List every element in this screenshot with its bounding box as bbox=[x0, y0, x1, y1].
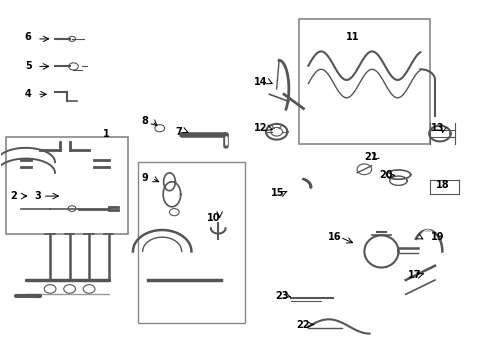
Text: 7: 7 bbox=[176, 127, 183, 137]
Text: 3: 3 bbox=[35, 191, 41, 201]
Text: 20: 20 bbox=[380, 170, 393, 180]
Text: 9: 9 bbox=[142, 173, 148, 183]
Text: 8: 8 bbox=[142, 116, 148, 126]
Text: 10: 10 bbox=[207, 212, 220, 222]
Text: 17: 17 bbox=[408, 270, 421, 280]
Text: 13: 13 bbox=[431, 123, 444, 133]
Text: 18: 18 bbox=[436, 180, 449, 190]
Text: 12: 12 bbox=[254, 123, 268, 133]
Text: 22: 22 bbox=[297, 320, 310, 330]
Text: 2: 2 bbox=[10, 191, 17, 201]
Text: 15: 15 bbox=[271, 188, 285, 198]
Text: 23: 23 bbox=[275, 291, 288, 301]
Text: 11: 11 bbox=[345, 32, 359, 42]
Text: 16: 16 bbox=[328, 232, 342, 242]
Text: 21: 21 bbox=[364, 152, 377, 162]
Text: 14: 14 bbox=[254, 77, 268, 87]
Text: 6: 6 bbox=[25, 32, 31, 42]
Text: 19: 19 bbox=[431, 232, 444, 242]
Text: 1: 1 bbox=[103, 129, 110, 139]
Text: 4: 4 bbox=[25, 89, 31, 99]
Text: 5: 5 bbox=[25, 61, 31, 71]
